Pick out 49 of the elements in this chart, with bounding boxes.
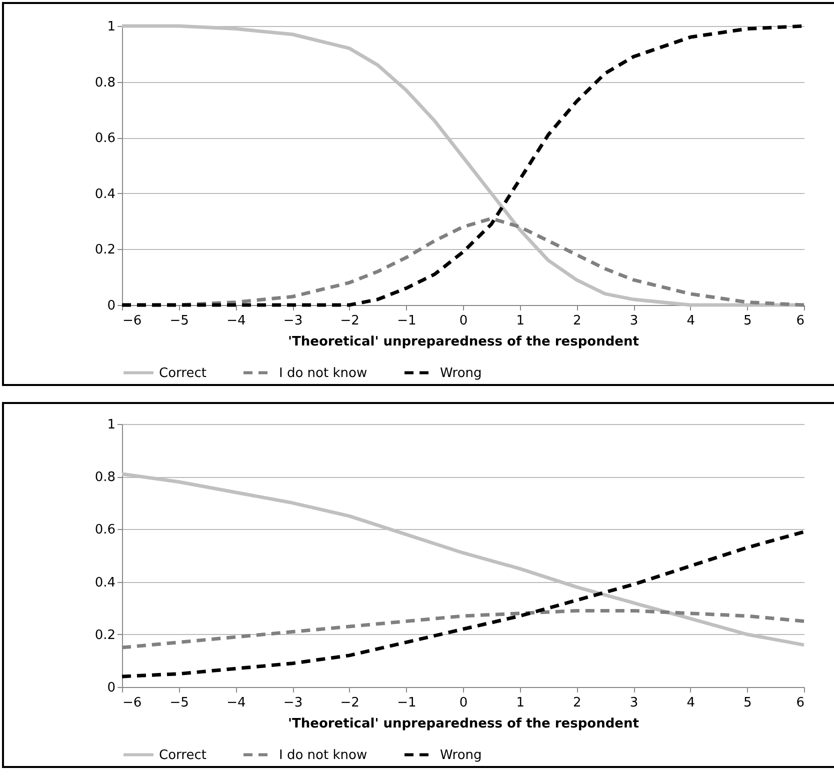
- legend-label: Wrong: [440, 748, 482, 763]
- line-series: [120, 472, 806, 647]
- x-tick-label: 1: [516, 314, 524, 328]
- x-tick-label: −6: [122, 696, 142, 710]
- x-axis-title: 'Theoretical' unpreparedness of the respondent: [288, 716, 639, 732]
- x-tick-label: −4: [226, 314, 246, 328]
- y-tick-label: 1: [107, 418, 116, 432]
- line-series: [120, 530, 806, 678]
- y-tick-label: 0.6: [94, 131, 116, 146]
- y-tick-label: 0.4: [94, 186, 116, 202]
- legend-label: Correct: [159, 748, 206, 763]
- x-tick-label: 0: [459, 314, 468, 328]
- legend-label: I do not know: [279, 366, 368, 381]
- x-tick-label: −1: [397, 696, 416, 710]
- x-tick-label: 5: [744, 696, 752, 710]
- x-tick-label: −2: [340, 696, 360, 710]
- legend-label: Correct: [159, 366, 206, 381]
- x-tick-label: 5: [744, 314, 752, 328]
- x-tick-label: 2: [573, 696, 582, 710]
- x-tick-label: −6: [122, 314, 142, 328]
- x-tick-label: −5: [170, 314, 189, 328]
- y-tick-label: 0.8: [94, 470, 116, 486]
- x-tick-label: −3: [283, 696, 303, 710]
- x-tick-label: 4: [686, 314, 695, 328]
- y-tick-label: 0.4: [94, 575, 116, 590]
- x-tick-label: 4: [686, 696, 695, 710]
- line-series: [120, 24, 806, 307]
- x-tick-label: −4: [226, 696, 246, 710]
- legend-label: Wrong: [440, 366, 482, 381]
- x-tick-label: −3: [283, 314, 303, 328]
- y-tick-label: 0.8: [94, 75, 116, 90]
- y-tick-label: 0.6: [94, 522, 116, 538]
- y-tick-label: 1: [107, 20, 116, 34]
- x-tick-label: 3: [630, 314, 638, 328]
- legend-label: I do not know: [279, 748, 368, 763]
- y-tick-label: 0.2: [94, 242, 116, 258]
- x-tick-label: −1: [397, 314, 416, 328]
- y-tick-label: 0.2: [94, 628, 116, 643]
- x-tick-label: 6: [796, 314, 804, 328]
- x-tick-label: 6: [796, 696, 804, 710]
- x-axis-title: 'Theoretical' unpreparedness of the respondent: [288, 334, 639, 350]
- x-tick-label: 2: [573, 314, 582, 328]
- x-tick-label: −2: [340, 314, 360, 328]
- x-tick-label: 3: [630, 696, 638, 710]
- y-tick-label: 0: [107, 298, 116, 314]
- x-tick-label: 0: [459, 696, 468, 710]
- x-tick-label: −5: [170, 696, 189, 710]
- x-tick-label: 1: [516, 696, 524, 710]
- y-tick-label: 0: [107, 680, 116, 696]
